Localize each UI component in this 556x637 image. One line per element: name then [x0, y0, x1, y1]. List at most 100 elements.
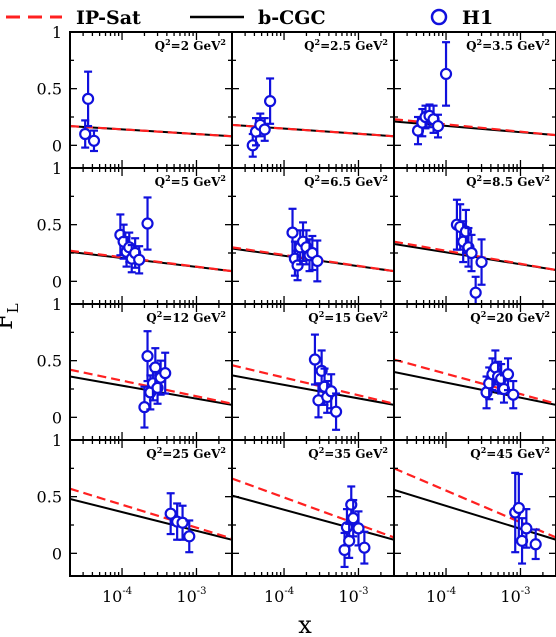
h1-point — [141, 330, 154, 383]
panel-ticks — [393, 439, 556, 576]
q2-label: Q2=12 GeV2 — [146, 309, 226, 325]
h1-marker — [343, 534, 356, 547]
q2-unit-exp: 2 — [220, 37, 226, 47]
bcgc-curve — [232, 374, 394, 406]
y-tick-label: 0 — [52, 136, 62, 155]
q2-unit-exp: 2 — [220, 309, 226, 319]
q2-value: =3.5 GeV — [482, 39, 545, 53]
h1-marker — [469, 286, 482, 299]
x-tick-exponent: -3 — [197, 586, 207, 597]
bcgc-curve — [70, 497, 232, 541]
panel-9: Q2=20 GeV2 — [393, 303, 556, 441]
h1-point — [475, 238, 488, 286]
panel-2: Q2=2.5 GeV2 — [231, 31, 395, 169]
legend-h1-label: H1 — [462, 7, 493, 29]
y-tick-label: 0.5 — [37, 216, 62, 235]
h1-points — [308, 333, 343, 431]
q2-symbol-exp: 2 — [319, 445, 325, 455]
y-tick-label: 0 — [52, 544, 62, 563]
legend-ipsat-label: IP-Sat — [76, 7, 141, 29]
h1-point — [176, 504, 189, 541]
q2-unit-exp: 2 — [382, 173, 388, 183]
h1-point — [164, 492, 177, 536]
panel-curves — [394, 358, 556, 406]
q2-label: Q2=8.5 GeV2 — [466, 173, 550, 189]
q2-symbol-exp: 2 — [481, 445, 487, 455]
h1-point — [258, 117, 271, 142]
q2-unit-exp: 2 — [220, 445, 226, 455]
h1-marker — [286, 226, 299, 239]
h1-points — [246, 77, 277, 158]
x-tick-exponent: -4 — [122, 586, 132, 597]
q2-unit-exp: 2 — [382, 37, 388, 47]
panel-curves — [232, 477, 394, 541]
h1-marker — [475, 255, 488, 269]
h1-point — [329, 392, 343, 431]
h1-points — [138, 330, 172, 429]
h1-point — [286, 207, 299, 258]
h1-marker — [138, 401, 151, 414]
h1-point — [515, 517, 529, 565]
q2-unit-exp: 2 — [544, 445, 550, 455]
h1-point — [308, 333, 322, 386]
q2-label: Q2=35 GeV2 — [308, 445, 388, 461]
h1-point — [529, 528, 542, 561]
h1-point — [311, 239, 324, 283]
panel-8: Q2=15 GeV2 — [231, 303, 395, 441]
h1-marker — [431, 119, 445, 133]
q2-label: Q2=20 GeV2 — [470, 309, 550, 325]
q2-symbol: Q — [155, 175, 165, 189]
h1-marker — [183, 530, 196, 543]
h1-point — [264, 77, 277, 125]
h1-marker — [512, 501, 525, 515]
y-tick-label: 0.5 — [37, 352, 62, 371]
h1-points — [164, 492, 196, 554]
q2-unit-exp: 2 — [544, 173, 550, 183]
q2-symbol: Q — [308, 311, 318, 325]
h1-marker — [308, 353, 322, 366]
panel-ticks — [69, 31, 233, 168]
q2-symbol: Q — [155, 39, 165, 53]
h1-marker — [439, 67, 453, 81]
h1-point — [343, 522, 356, 559]
panel-ticks — [393, 303, 556, 440]
q2-value: =20 GeV — [486, 311, 545, 325]
q2-symbol-exp: 2 — [315, 173, 321, 183]
h1-point — [81, 70, 95, 128]
h1-points — [286, 207, 324, 283]
y-tick-label: 0 — [52, 408, 62, 427]
q2-symbol: Q — [146, 447, 156, 461]
h1-marker — [311, 254, 324, 268]
panel-frame — [393, 439, 556, 577]
q2-symbol-exp: 2 — [481, 309, 487, 319]
h1-marker — [264, 95, 277, 108]
q2-symbol-exp: 2 — [157, 445, 163, 455]
h1-point — [79, 119, 92, 149]
h1-marker — [141, 350, 154, 363]
h1-marker — [347, 512, 360, 525]
x-tick-exponent: -4 — [446, 586, 456, 597]
q2-label: Q2=2.5 GeV2 — [304, 37, 388, 53]
y-tick-label: 1 — [52, 23, 62, 42]
h1-marker — [325, 385, 338, 398]
q2-value: =12 GeV — [162, 311, 221, 325]
legend-h1-marker — [430, 8, 448, 26]
y-tick-label: 0.5 — [37, 488, 62, 507]
q2-symbol: Q — [470, 311, 480, 325]
h1-marker — [520, 522, 533, 535]
x-tick-label: 10-4 — [102, 586, 132, 606]
h1-point — [159, 351, 172, 395]
q2-symbol: Q — [466, 175, 476, 189]
q2-label: Q2=25 GeV2 — [146, 445, 226, 461]
q2-label: Q2=2 GeV2 — [155, 37, 226, 53]
q2-value: =5 GeV — [171, 175, 221, 189]
q2-unit-exp: 2 — [220, 173, 226, 183]
q2-symbol: Q — [470, 447, 480, 461]
bcgc-curve — [232, 494, 394, 541]
h1-marker — [258, 123, 271, 136]
y-axis-label: FL — [0, 303, 22, 330]
